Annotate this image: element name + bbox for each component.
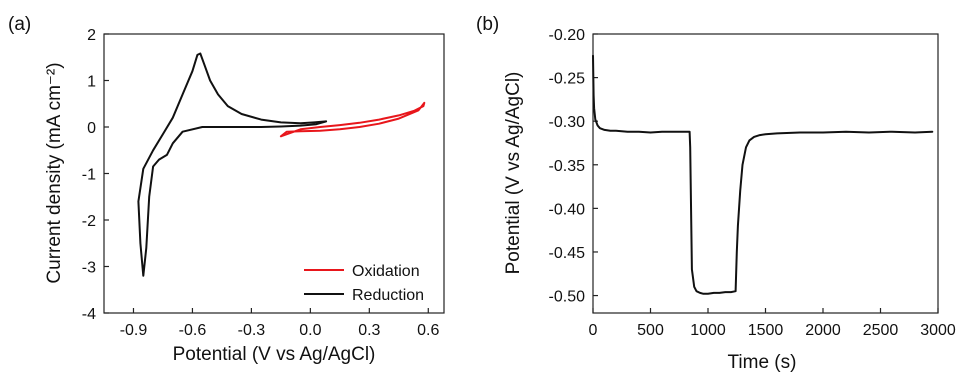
panel-b-y-tick-label: -0.50 xyxy=(549,289,586,306)
panel-b-y-tick-label: -0.45 xyxy=(549,245,586,262)
panel-b-ticks: 0 500 1000 1500 2000 2500 3000 -0.50 -0.45 -0.40 -… xyxy=(549,27,956,339)
panel-a-x-tick-label: 0.0 xyxy=(299,322,321,339)
panel-b-y-axis-title: Potential (V vs Ag/AgCl) xyxy=(503,72,524,275)
panel-b-y-tick-label: -0.25 xyxy=(549,71,586,88)
panel-b-x-tick-label: 1500 xyxy=(748,322,784,339)
panel-a-y-tick-label: -4 xyxy=(82,306,96,323)
panel-a-label: (a) xyxy=(8,14,31,35)
panel-a-x-tick-label: -0.9 xyxy=(120,322,148,339)
panel-b-y-tick-label: -0.40 xyxy=(549,201,586,218)
panel-b-x-axis-title: Time (s) xyxy=(728,352,797,373)
panel-a-y-tick-label: 0 xyxy=(87,120,96,137)
panel-b-x-tick-label: 0 xyxy=(589,322,598,339)
panel-a-y-tick-label: -2 xyxy=(82,213,96,230)
panel-b-plot-frame xyxy=(592,33,939,314)
panel-a-x-tick-label: 0.6 xyxy=(417,322,439,339)
panel-a-legend: Oxidation Reduction xyxy=(304,263,424,304)
panel-a-curve-reduction xyxy=(137,52,328,277)
panel-a-x-tick-label: -0.6 xyxy=(179,322,207,339)
legend-label-reduction: Reduction xyxy=(352,287,424,304)
panel-a-x-tick-label: 0.3 xyxy=(358,322,380,339)
panel-b-x-tick-label: 3000 xyxy=(920,322,956,339)
panel-a-x-axis-title: Potential (V vs Ag/AgCl) xyxy=(173,344,376,365)
panel-b-y-tick-label: -0.20 xyxy=(549,27,586,44)
panel-a-ticks: -0.9 -0.6 -0.3 0.0 0.3 0.6 -4 -3 -2 -1 0 1 2 xyxy=(82,27,440,339)
panel-a-y-tick-label: 1 xyxy=(87,74,96,91)
panel-a-y-axis-title: Current density (mA cm⁻²) xyxy=(44,62,65,283)
panel-a-curves xyxy=(137,52,426,277)
panel-a-curve-oxidation xyxy=(279,101,426,138)
panel-b-y-tick-label: -0.35 xyxy=(549,158,586,175)
panel-b-label: (b) xyxy=(476,14,499,35)
panel-b-y-tick-label: -0.30 xyxy=(549,114,586,131)
panel-b-curves xyxy=(592,54,934,295)
panel-b: (b) 0 500 1000 1500 2000 2500 3000 -0.50 -0.45 -0… xyxy=(476,14,956,373)
panel-a-y-tick-label: -3 xyxy=(82,260,96,277)
panel-a-x-tick-label: -0.3 xyxy=(238,322,266,339)
panel-b-x-tick-label: 1000 xyxy=(690,322,726,339)
panel-b-x-tick-label: 2500 xyxy=(863,322,899,339)
panel-a-y-tick-label: -1 xyxy=(82,167,96,184)
legend-label-oxidation: Oxidation xyxy=(352,263,420,280)
panel-a-y-tick-label: 2 xyxy=(87,27,96,44)
panel-b-x-tick-label: 2000 xyxy=(805,322,841,339)
panel-a: (a) -0.9 -0.6 -0.3 0.0 0.3 0.6 -4 -3 -2 -1 0 1 2 Pot… xyxy=(8,14,445,365)
panel-b-x-tick-label: 500 xyxy=(637,322,664,339)
panel-b-curve-series-0 xyxy=(592,54,934,295)
